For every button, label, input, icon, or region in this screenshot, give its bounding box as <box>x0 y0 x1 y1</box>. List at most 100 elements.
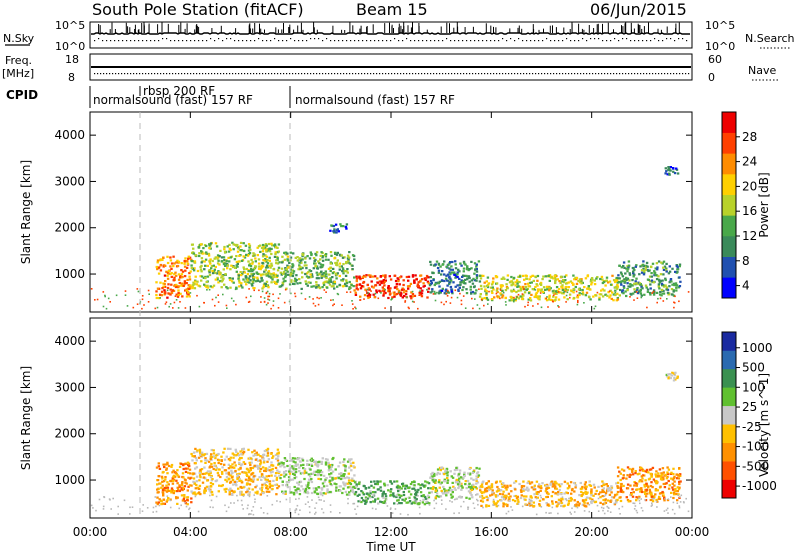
echo-cell <box>306 255 309 258</box>
echo-cell <box>425 500 428 503</box>
echo-cell <box>673 172 677 175</box>
nsearch-dot <box>310 38 312 40</box>
nave-dot <box>610 73 612 75</box>
echo-cell <box>347 476 351 480</box>
echo-cell <box>643 271 646 274</box>
clutter-dot <box>299 509 301 511</box>
echo-cell <box>455 275 458 278</box>
echo-cell <box>217 459 221 462</box>
echo-cell <box>647 471 650 474</box>
echo-cell <box>260 274 263 277</box>
echo-cell <box>593 486 596 489</box>
echo-cell <box>285 484 288 487</box>
echo-cell <box>387 489 390 492</box>
echo-cell <box>465 292 469 295</box>
echo-cell <box>348 256 351 259</box>
echo-cell <box>437 271 441 274</box>
echo-cell <box>262 457 265 460</box>
nsearch-dot <box>454 40 456 42</box>
echo-cell <box>383 484 386 487</box>
echo-cell <box>294 256 297 259</box>
echo-cell <box>321 273 324 276</box>
echo-cell <box>410 291 413 294</box>
echo-cell <box>379 480 382 483</box>
echo-cell <box>315 254 318 257</box>
echo-cell <box>623 281 626 284</box>
echo-cell <box>224 262 227 265</box>
clutter-dot <box>634 505 637 507</box>
y-tick-label: 3000 <box>54 380 85 394</box>
echo-cell <box>412 487 416 490</box>
echo-cell <box>351 479 354 482</box>
echo-cell <box>262 453 265 456</box>
clutter-dot <box>225 510 228 513</box>
echo-cell <box>665 262 668 265</box>
echo-cell <box>672 170 675 173</box>
echo-cell <box>456 481 459 484</box>
echo-cell <box>315 488 318 491</box>
echo-cell <box>612 299 615 302</box>
echo-cell <box>259 493 262 496</box>
echo-cell <box>275 493 278 496</box>
echo-cell <box>236 477 239 480</box>
echo-cell <box>631 495 635 498</box>
nave-dot <box>286 73 288 75</box>
echo-cell <box>662 268 666 271</box>
echo-cell <box>538 483 541 486</box>
echo-cell <box>246 279 249 283</box>
echo-cell <box>276 469 279 472</box>
echo-cell <box>349 462 353 465</box>
echo-cell <box>189 284 192 287</box>
clutter-dot <box>656 301 658 304</box>
echo-cell <box>313 470 316 473</box>
echo-cell <box>649 484 653 488</box>
echo-cell <box>516 280 519 283</box>
echo-cell <box>331 476 334 479</box>
clutter-dot <box>454 289 457 292</box>
echo-cell <box>468 482 471 485</box>
echo-cell <box>625 477 628 480</box>
echo-cell <box>227 467 231 470</box>
nave-dot <box>397 73 399 75</box>
echo-cell <box>664 473 667 476</box>
clutter-dot <box>154 496 157 498</box>
echo-cell <box>180 282 184 285</box>
echo-cell <box>164 463 167 466</box>
clutter-dot <box>679 501 682 503</box>
clutter-dot <box>527 304 529 306</box>
clutter-dot <box>524 305 526 308</box>
nsearch-dot <box>486 40 488 42</box>
echo-cell <box>236 250 240 253</box>
echo-cell <box>320 276 323 279</box>
echo-cell <box>264 469 268 473</box>
echo-cell <box>670 374 673 377</box>
echo-cell <box>398 496 402 499</box>
echo-cell <box>628 475 631 478</box>
nave-dot <box>655 73 657 75</box>
echo-cell <box>298 457 301 460</box>
echo-cell <box>260 473 264 476</box>
nave-dot <box>103 73 105 75</box>
clutter-dot <box>608 507 610 509</box>
nsearch-dot <box>622 38 624 40</box>
clutter-dot <box>137 290 140 293</box>
nave-dot <box>211 73 213 75</box>
echo-cell <box>672 289 675 292</box>
echo-cell <box>675 493 678 496</box>
echo-cell <box>200 460 203 463</box>
echo-cell <box>235 287 238 290</box>
echo-cell <box>231 471 234 474</box>
echo-cell <box>541 482 544 485</box>
echo-cell <box>516 502 519 505</box>
nsearch-dot <box>254 40 256 42</box>
echo-cell <box>339 489 342 492</box>
nave-dot <box>193 73 195 75</box>
echo-cell <box>484 487 487 490</box>
nsearch-dot <box>294 40 296 42</box>
echo-cell <box>641 474 645 477</box>
echo-cell <box>224 490 227 493</box>
clutter-dot <box>306 496 309 498</box>
echo-cell <box>407 275 411 278</box>
echo-cell <box>276 487 279 490</box>
echo-cell <box>529 482 532 485</box>
